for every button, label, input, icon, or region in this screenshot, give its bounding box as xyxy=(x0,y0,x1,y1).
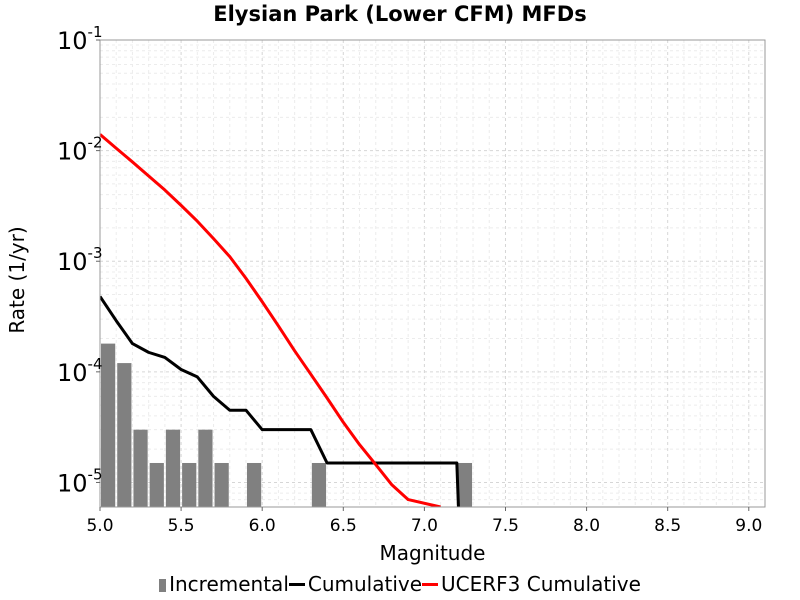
grid-layer xyxy=(99,39,766,508)
y-tick-label: 10-5 xyxy=(57,465,103,497)
x-tick-label: 5.0 xyxy=(86,516,113,536)
legend-item-ucerf3: UCERF3 Cumulative xyxy=(422,572,641,596)
incremental-bar xyxy=(311,462,327,507)
incremental-bar xyxy=(133,429,148,507)
legend-label-cumulative: Cumulative xyxy=(307,572,423,596)
x-tick-label: 6.5 xyxy=(330,516,357,536)
legend-swatch-ucerf3 xyxy=(422,583,439,586)
incremental-bar xyxy=(165,429,181,507)
bar-layer xyxy=(101,343,473,507)
legend-swatch-cumulative xyxy=(288,583,305,586)
x-axis-label: Magnitude xyxy=(379,541,486,565)
x-tick-label: 6.0 xyxy=(249,516,276,536)
series-line-ucerf3-cumulative xyxy=(100,133,441,507)
y-tick-label: 10-4 xyxy=(57,355,103,387)
x-tick-label: 7.5 xyxy=(492,516,519,536)
y-tick-label: 10-2 xyxy=(57,134,103,166)
incremental-bar xyxy=(149,462,164,507)
incremental-bar xyxy=(117,363,132,507)
x-tick-label: 8.0 xyxy=(573,516,600,536)
legend: Incremental Cumulative UCERF3 Cumulative xyxy=(0,572,800,596)
axis-layer: 5.0 5.5 6.0 6.5 7.0 7.5 8.0 8.5 9.0 10-1 10-2 10-3 1… xyxy=(57,23,766,536)
series-line-cumulative xyxy=(100,295,460,507)
legend-swatch-incremental xyxy=(159,579,167,592)
x-tick-label: 5.5 xyxy=(168,516,195,536)
plot-area xyxy=(100,40,765,507)
plot-frame xyxy=(99,39,766,508)
y-tick-label: 10-1 xyxy=(57,23,103,55)
line-layer xyxy=(100,133,460,507)
y-axis-label: Rate (1/yr) xyxy=(5,226,29,334)
incremental-bar xyxy=(246,462,262,507)
legend-label-incremental: Incremental xyxy=(169,572,289,596)
incremental-bar xyxy=(198,429,213,507)
x-tick-label: 8.5 xyxy=(654,516,681,536)
legend-item-cumulative: Cumulative xyxy=(288,572,423,596)
incremental-bar xyxy=(214,462,229,507)
chart-title: Elysian Park (Lower CFM) MFDs xyxy=(213,2,587,26)
x-tick-label: 9.0 xyxy=(735,516,762,536)
incremental-bar xyxy=(101,343,116,507)
y-tick-label: 10-3 xyxy=(57,244,103,276)
incremental-bar xyxy=(182,462,197,507)
legend-item-incremental: Incremental xyxy=(159,572,289,596)
incremental-bar xyxy=(457,462,473,507)
legend-label-ucerf3: UCERF3 Cumulative xyxy=(441,572,641,596)
x-tick-label: 7.0 xyxy=(411,516,438,536)
